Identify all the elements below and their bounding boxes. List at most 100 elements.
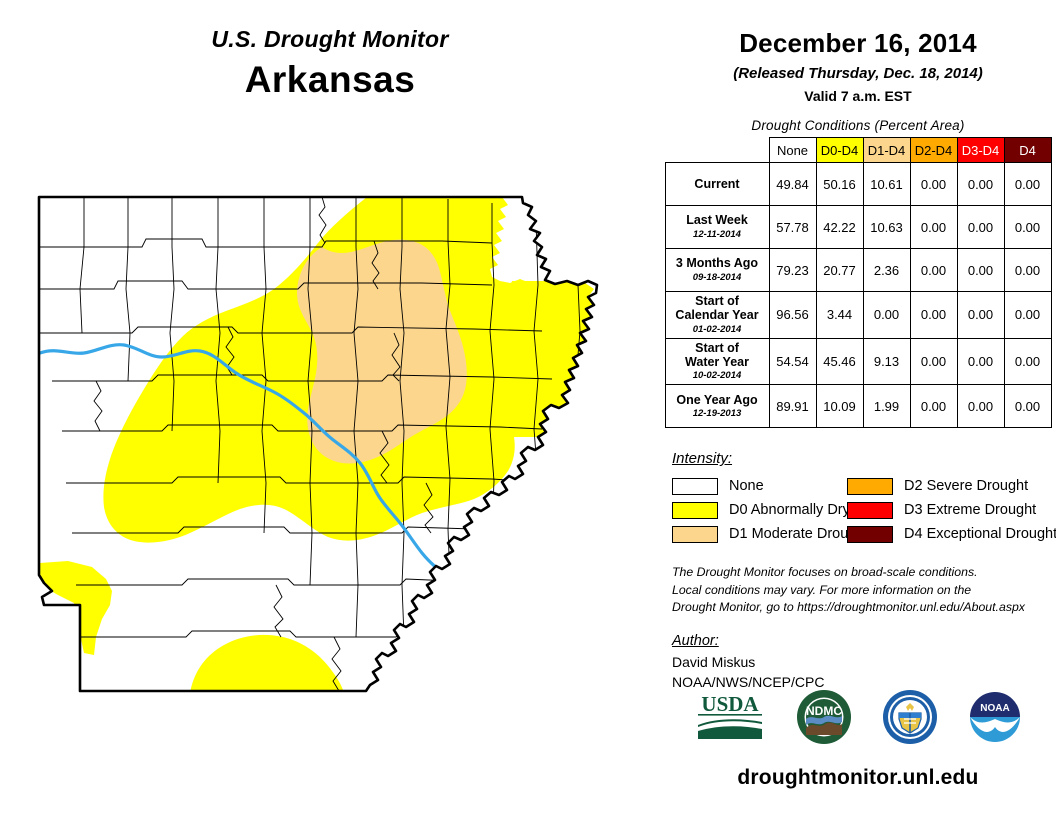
table-cell-d1d4: 1.99 bbox=[862, 384, 911, 429]
date-block: December 16, 2014 (Released Thursday, De… bbox=[660, 0, 1056, 104]
author-name: David Miskus bbox=[672, 653, 756, 670]
table-row: Start of Water Year 10-02-2014 54.54 45.46 9.… bbox=[664, 337, 1052, 386]
table-row: 3 Months Ago 09-18-2014 79.23 20.77 2.36 0.00… bbox=[664, 248, 1052, 292]
legend-swatch bbox=[672, 501, 718, 519]
table-body: Current 49.84 50.16 10.61 0.00 0.00 0.00 Last W… bbox=[664, 162, 1052, 429]
table-cell-none: 79.23 bbox=[768, 248, 817, 292]
legend-label: D4 Exceptional Drought bbox=[904, 526, 1056, 543]
legend-label: D0 Abnormally Dry bbox=[729, 502, 850, 519]
usda-logo[interactable]: USDA bbox=[692, 691, 768, 743]
map-panel: U.S. Drought Monitor Arkansas bbox=[0, 26, 660, 705]
table-cell-d0d4: 42.22 bbox=[815, 205, 864, 249]
table-row: Start of Calendar Year 01-02-2014 96.56 3.44… bbox=[664, 291, 1052, 339]
legend-swatch bbox=[672, 525, 718, 543]
table-cell-d2d4: 0.00 bbox=[909, 248, 958, 292]
legend-item: D0 Abnormally Dry bbox=[672, 501, 850, 519]
table-row-label: Last Week 12-11-2014 bbox=[664, 205, 770, 249]
table-cell-d0d4: 50.16 bbox=[815, 162, 864, 206]
map-title-line1: U.S. Drought Monitor bbox=[211, 26, 449, 52]
table-row-date: 01-02-2014 bbox=[692, 323, 742, 335]
table-cell-d2d4: 0.00 bbox=[909, 337, 958, 386]
disclaimer-line-2: Local conditions may vary. For more info… bbox=[672, 582, 972, 597]
table-col-header-d1d4: D1-D4 bbox=[862, 137, 911, 163]
legend-label: D1 Moderate Drought bbox=[729, 526, 869, 543]
legend-item: D3 Extreme Drought bbox=[847, 501, 1056, 519]
table-cell-d4: 0.00 bbox=[1003, 162, 1052, 206]
disclaimer-line-1: The Drought Monitor focuses on broad-sca… bbox=[672, 565, 978, 580]
intensity-heading: Intensity: bbox=[672, 450, 733, 468]
table-cell-none: 57.78 bbox=[768, 205, 817, 249]
table-cell-d4: 0.00 bbox=[1003, 337, 1052, 386]
disclaimer-line-3: Drought Monitor, go to https://droughtmo… bbox=[672, 600, 1025, 615]
table-row: Last Week 12-11-2014 57.78 42.22 10.63 0.00 0.… bbox=[664, 205, 1052, 249]
commerce-seal[interactable] bbox=[880, 688, 940, 746]
table-cell-d2d4: 0.00 bbox=[909, 205, 958, 249]
table-cell-d0d4: 20.77 bbox=[815, 248, 864, 292]
intensity-legend: Intensity: None D2 Severe Drought D0 Abnor… bbox=[672, 450, 1056, 546]
table-cell-d1d4: 0.00 bbox=[862, 291, 911, 339]
release-date: (Released Thursday, Dec. 18, 2014) bbox=[733, 65, 983, 82]
table-col-header-d0d4: D0-D4 bbox=[815, 137, 864, 163]
table-row-date: 10-02-2014 bbox=[692, 370, 742, 382]
table-cell-d2d4: 0.00 bbox=[909, 384, 958, 429]
table-cell-d1d4: 10.61 bbox=[862, 162, 911, 206]
region-d1-central bbox=[297, 239, 467, 464]
state-outline bbox=[37, 195, 599, 693]
legend-item: D2 Severe Drought bbox=[847, 477, 1056, 495]
noaa-logo-text: NOAA bbox=[980, 703, 1009, 714]
legend-label: D2 Severe Drought bbox=[904, 478, 1029, 495]
legend-label: D3 Extreme Drought bbox=[904, 502, 1037, 519]
table-cell-none: 96.56 bbox=[768, 291, 817, 339]
table-cell-d1d4: 2.36 bbox=[862, 248, 911, 292]
region-d0-east-lobe bbox=[506, 281, 596, 389]
table-cell-d3d4: 0.00 bbox=[956, 248, 1005, 292]
legend-swatch bbox=[847, 477, 893, 495]
legend-item: None bbox=[672, 477, 847, 495]
table-cell-d3d4: 0.00 bbox=[956, 384, 1005, 429]
legend-grid: None D2 Severe Drought D0 Abnormally Dry D3… bbox=[672, 474, 1056, 546]
table-cell-d4: 0.00 bbox=[1003, 384, 1052, 429]
table-header: None D0-D4 D1-D4 D2-D4 D3-D4 D4 bbox=[665, 137, 1052, 163]
usda-logo-text: USDA bbox=[701, 692, 759, 716]
ndmc-logo[interactable]: NDMC bbox=[794, 688, 854, 746]
table-cell-d3d4: 0.00 bbox=[956, 162, 1005, 206]
table-row-label: 3 Months Ago 09-18-2014 bbox=[664, 248, 770, 292]
arkansas-drought-map[interactable] bbox=[22, 185, 642, 705]
report-date: December 16, 2014 bbox=[739, 28, 977, 58]
table-cell-d3d4: 0.00 bbox=[956, 291, 1005, 339]
author-affiliation: NOAA/NWS/NCEP/CPC bbox=[672, 674, 825, 690]
noaa-logo[interactable]: NOAA bbox=[966, 689, 1024, 745]
disclaimer-text: The Drought Monitor focuses on broad-sca… bbox=[672, 564, 1052, 616]
author-block: Author: David Miskus NOAA/NWS/NCEP/CPC bbox=[672, 633, 1056, 693]
logo-row: USDA NDMC bbox=[660, 688, 1056, 746]
table-row-label: Start of Calendar Year 01-02-2014 bbox=[664, 291, 770, 339]
table-row: Current 49.84 50.16 10.61 0.00 0.00 0.00 bbox=[664, 162, 1052, 206]
table-col-header-none: None bbox=[768, 137, 817, 163]
table-cell-d0d4: 45.46 bbox=[815, 337, 864, 386]
info-panel: December 16, 2014 (Released Thursday, De… bbox=[660, 0, 1056, 816]
map-title-block: U.S. Drought Monitor Arkansas bbox=[0, 26, 660, 101]
table-col-header-d3d4: D3-D4 bbox=[956, 137, 1005, 163]
table-cell-d1d4: 10.63 bbox=[862, 205, 911, 249]
site-url[interactable]: droughtmonitor.unl.edu bbox=[737, 766, 979, 789]
legend-item: D1 Moderate Drought bbox=[672, 525, 868, 543]
table-row-label: Current bbox=[664, 162, 770, 206]
table-corner-cell bbox=[665, 138, 769, 163]
table-row-label: Start of Water Year 10-02-2014 bbox=[664, 337, 770, 386]
legend-item: D4 Exceptional Drought bbox=[847, 525, 1056, 543]
legend-swatch bbox=[847, 501, 893, 519]
region-d0-south-central bbox=[190, 635, 344, 691]
table-row-date: 12-11-2014 bbox=[693, 228, 741, 240]
map-title-line2: Arkansas bbox=[244, 59, 416, 100]
table-header-row: None D0-D4 D1-D4 D2-D4 D3-D4 D4 bbox=[665, 137, 1052, 163]
table-row-label: One Year Ago 12-19-2013 bbox=[664, 384, 770, 429]
ndmc-logo-text: NDMC bbox=[806, 704, 842, 718]
table-cell-d2d4: 0.00 bbox=[909, 291, 958, 339]
county-boundaries bbox=[39, 197, 581, 691]
legend-label: None bbox=[729, 478, 764, 495]
table-cell-d2d4: 0.00 bbox=[909, 162, 958, 206]
valid-time: Valid 7 a.m. EST bbox=[804, 88, 912, 104]
table-cell-none: 54.54 bbox=[768, 337, 817, 386]
table-cell-none: 89.91 bbox=[768, 384, 817, 429]
